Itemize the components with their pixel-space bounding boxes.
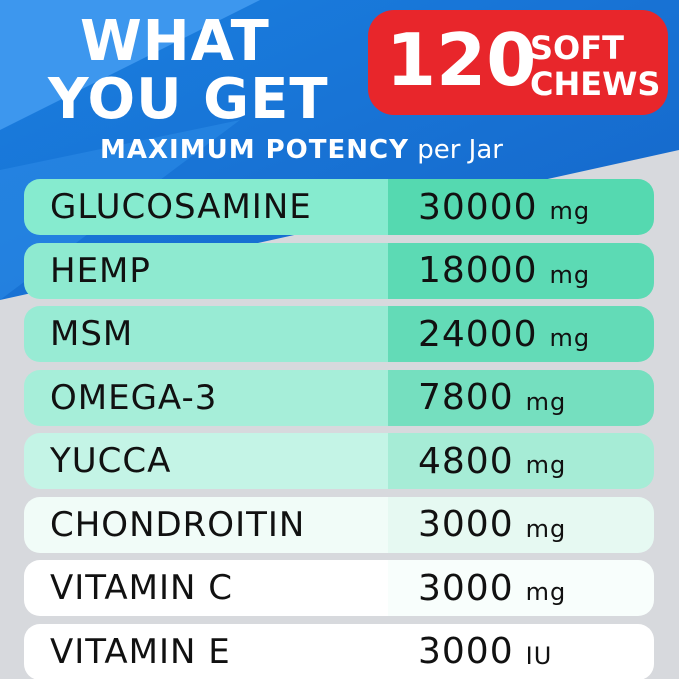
table-row: CHONDROITIN 3000 mg bbox=[24, 496, 654, 553]
table-row: VITAMIN C 3000 mg bbox=[24, 560, 654, 616]
amount: 3000 bbox=[418, 567, 514, 609]
ingredient-name: HEMP bbox=[24, 242, 388, 299]
badge-text: SOFT bbox=[530, 29, 624, 67]
unit: mg bbox=[525, 451, 567, 479]
ingredient-name: MSM bbox=[24, 306, 388, 362]
unit: mg bbox=[549, 324, 591, 352]
badge-number: 120 bbox=[386, 18, 537, 102]
amount: 3000 bbox=[418, 504, 514, 545]
unit: mg bbox=[549, 197, 591, 225]
table-row: MSM 24000 mg bbox=[24, 306, 654, 362]
amount: 3000 bbox=[418, 631, 514, 672]
amount-cell: 3000 IU bbox=[388, 623, 654, 679]
title: WHAT bbox=[80, 9, 270, 74]
table-row: VITAMIN E 3000 IU bbox=[24, 623, 654, 679]
table-row: GLUCOSAMINE 30000 mg bbox=[24, 179, 654, 235]
table-row: YUCCA 4800 mg bbox=[24, 433, 654, 489]
ingredient-name: CHONDROITIN bbox=[24, 496, 388, 553]
unit: mg bbox=[525, 387, 567, 416]
ingredient-name: VITAMIN E bbox=[24, 623, 388, 679]
amount-cell: 24000 mg bbox=[388, 306, 654, 362]
table-row: HEMP 18000 mg bbox=[24, 242, 654, 299]
amount: 7800 bbox=[418, 377, 514, 418]
unit: mg bbox=[549, 260, 591, 289]
amount-cell: 3000 mg bbox=[388, 560, 654, 616]
unit: mg bbox=[525, 514, 567, 543]
amount-cell: 18000 mg bbox=[388, 242, 654, 299]
ingredient-name: YUCCA bbox=[24, 433, 388, 489]
amount-cell: 3000 mg bbox=[388, 496, 654, 553]
ingredient-name: VITAMIN C bbox=[24, 560, 388, 616]
amount-cell: 30000 mg bbox=[388, 179, 654, 235]
subtitle-text: per Jar bbox=[417, 135, 503, 165]
title: YOU GET bbox=[48, 67, 329, 132]
unit: mg bbox=[525, 578, 567, 606]
table-row: OMEGA-3 7800 mg bbox=[24, 369, 654, 426]
unit: IU bbox=[525, 641, 553, 670]
amount: 18000 bbox=[418, 250, 538, 291]
amount-cell: 7800 mg bbox=[388, 369, 654, 426]
ingredient-name: OMEGA-3 bbox=[24, 369, 388, 426]
amount: 24000 bbox=[418, 313, 538, 355]
amount: 4800 bbox=[418, 440, 514, 482]
amount: 30000 bbox=[418, 186, 538, 228]
ingredient-name: GLUCOSAMINE bbox=[24, 179, 388, 235]
amount-cell: 4800 mg bbox=[388, 433, 654, 489]
subtitle: MAXIMUM POTENCY per Jar bbox=[100, 135, 503, 165]
subtitle-bold: MAXIMUM POTENCY bbox=[100, 135, 409, 165]
badge-text: CHEWS bbox=[530, 65, 661, 103]
badge: 120 SOFT CHEWS bbox=[368, 10, 668, 115]
